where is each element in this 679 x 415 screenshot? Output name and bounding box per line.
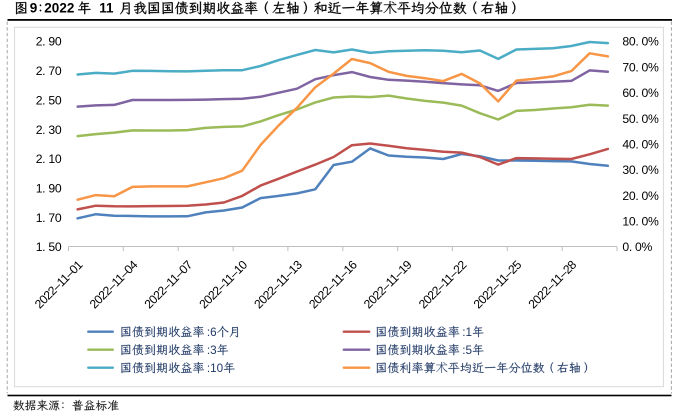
svg-text:1. 70: 1. 70 xyxy=(36,211,62,225)
svg-text:70. 0%: 70. 0% xyxy=(622,60,659,74)
svg-text:0. 0%: 0. 0% xyxy=(622,240,652,254)
svg-text:2. 50: 2. 50 xyxy=(36,93,62,107)
svg-text:60. 0%: 60. 0% xyxy=(622,86,659,100)
svg-text::5: :5 xyxy=(462,344,472,357)
svg-text:1. 50: 1. 50 xyxy=(36,240,62,254)
svg-text::3: :3 xyxy=(207,344,217,357)
svg-text::6: :6 xyxy=(207,326,217,339)
svg-text:50. 0%: 50. 0% xyxy=(622,112,659,126)
svg-text:80. 0%: 80. 0% xyxy=(622,35,659,49)
svg-text:11: 11 xyxy=(99,0,114,15)
svg-text:30. 0%: 30. 0% xyxy=(622,163,659,177)
svg-text:2. 10: 2. 10 xyxy=(36,152,62,166)
svg-text:1. 90: 1. 90 xyxy=(36,182,62,196)
svg-text:10. 0%: 10. 0% xyxy=(622,215,659,229)
svg-text:2. 30: 2. 30 xyxy=(36,123,62,137)
svg-text:2. 70: 2. 70 xyxy=(36,64,62,78)
svg-text:40. 0%: 40. 0% xyxy=(622,137,659,151)
svg-text::10: :10 xyxy=(207,362,224,375)
svg-text:2. 90: 2. 90 xyxy=(36,35,62,49)
svg-text::1: :1 xyxy=(462,326,472,339)
svg-text:2022: 2022 xyxy=(44,0,74,15)
svg-text:20. 0%: 20. 0% xyxy=(622,189,659,203)
svg-text:9: 9 xyxy=(30,0,38,15)
